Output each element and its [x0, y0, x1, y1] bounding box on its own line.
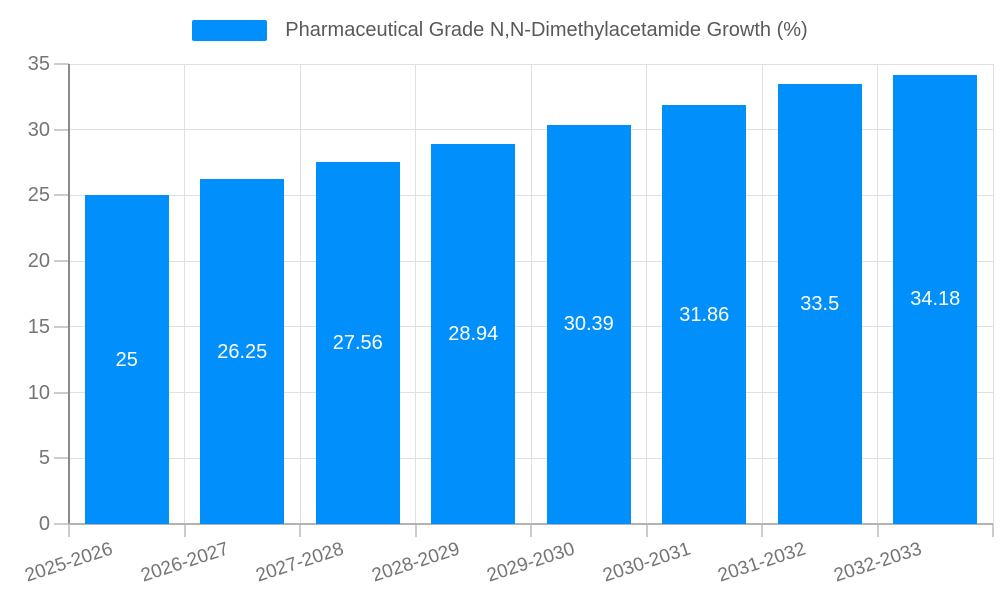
y-tick-label: 15: [27, 315, 50, 338]
y-tick-mark: [54, 523, 69, 525]
bar-value-label: 26.25: [217, 340, 268, 363]
y-tick-mark: [54, 325, 69, 328]
vertical-gridline: [646, 64, 647, 524]
x-tick-mark: [876, 524, 879, 537]
y-tick-mark: [54, 260, 69, 263]
bar[interactable]: 34.18: [893, 74, 978, 524]
x-tick-mark: [992, 524, 994, 537]
y-axis-line: [68, 64, 70, 524]
x-category-label: 2031-2032: [715, 538, 809, 587]
x-axis-line: [69, 523, 993, 525]
vertical-gridline: [299, 64, 301, 524]
y-tick-label: 30: [27, 118, 50, 141]
vertical-gridline: [761, 64, 763, 524]
y-tick-label: 5: [38, 447, 50, 470]
x-category-label: 2030-2031: [599, 538, 693, 587]
bar-value-label: 25: [115, 348, 138, 371]
y-tick-mark: [54, 391, 69, 394]
legend: Pharmaceutical Grade N,N-Dimethylacetami…: [0, 19, 1000, 41]
x-category-label: 2026-2027: [137, 538, 231, 587]
y-tick-mark: [54, 194, 69, 197]
bar[interactable]: 30.39: [546, 124, 631, 524]
x-tick-mark: [761, 524, 763, 537]
x-tick-mark: [414, 524, 417, 537]
bar-value-label: 34.18: [910, 288, 961, 311]
vertical-gridline: [992, 64, 994, 524]
legend-label: Pharmaceutical Grade N,N-Dimethylacetami…: [285, 19, 808, 41]
bar-value-label: 31.86: [679, 303, 730, 326]
y-tick-mark: [54, 63, 69, 65]
x-tick-mark: [183, 524, 186, 537]
legend-item[interactable]: Pharmaceutical Grade N,N-Dimethylacetami…: [192, 19, 808, 41]
y-tick-label: 35: [27, 53, 50, 75]
y-tick-label: 20: [27, 250, 50, 273]
legend-swatch: [192, 19, 268, 41]
x-tick-mark: [299, 524, 301, 537]
x-tick-mark: [68, 524, 70, 537]
bar-value-label: 33.5: [800, 292, 840, 315]
bar[interactable]: 27.56: [315, 161, 400, 524]
x-tick-mark: [530, 524, 532, 537]
x-category-label: 2025-2026: [22, 538, 116, 587]
y-tick-mark: [54, 128, 69, 131]
x-category-label: 2029-2030: [484, 538, 578, 587]
vertical-gridline: [877, 64, 878, 524]
y-tick-label: 0: [38, 513, 50, 535]
bar-value-label: 27.56: [332, 331, 383, 354]
x-category-label: 2028-2029: [368, 538, 462, 587]
bar[interactable]: 26.25: [200, 179, 285, 524]
x-category-label: 2032-2033: [830, 538, 924, 587]
y-tick-label: 10: [27, 381, 50, 404]
bar[interactable]: 25: [84, 195, 169, 524]
vertical-gridline: [530, 64, 532, 524]
x-category-label: 2027-2028: [253, 538, 347, 587]
bar[interactable]: 33.5: [777, 83, 862, 524]
vertical-gridline: [184, 64, 185, 524]
bar-value-label: 30.39: [563, 313, 614, 336]
x-tick-mark: [645, 524, 648, 537]
bar-value-label: 28.94: [448, 322, 499, 345]
vertical-gridline: [415, 64, 416, 524]
bar[interactable]: 28.94: [431, 143, 516, 524]
bar[interactable]: 31.86: [662, 105, 747, 524]
y-tick-mark: [54, 457, 69, 460]
y-tick-label: 25: [27, 184, 50, 207]
